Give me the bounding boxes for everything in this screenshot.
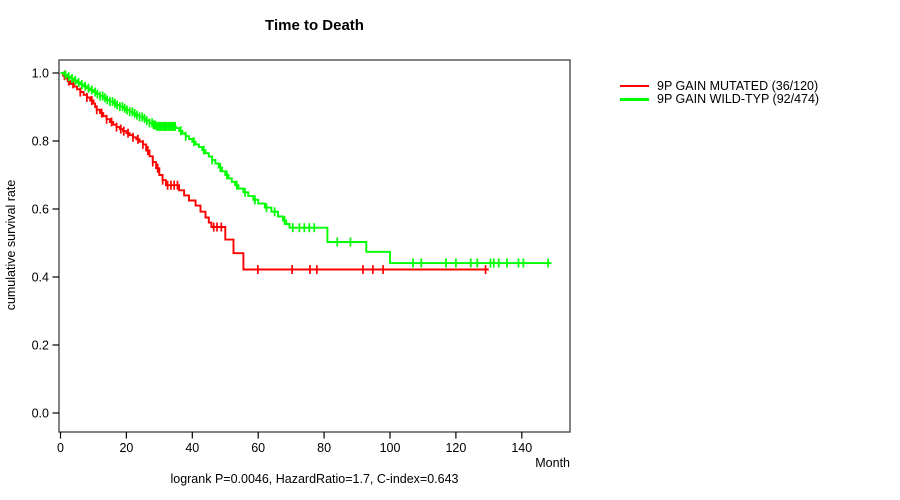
x-tick-label: 140 [511,441,532,455]
x-tick-label: 60 [251,441,265,455]
x-tick-label: 40 [185,441,199,455]
legend-row: 9P GAIN WILD-TYP (92/474) [620,92,820,107]
page-title: Time to Death [265,17,364,34]
legend: 9P GAIN MUTATED (36/120) 9P GAIN WILD-TYP… [620,79,819,106]
x-axis-label: Month [535,456,570,470]
survival-curve-wildtype [60,72,552,265]
x-tick-label: 20 [119,441,133,455]
y-tick-label: 0.4 [32,270,49,284]
y-tick-label: 0.6 [32,202,49,216]
x-tick-label: 120 [445,441,466,455]
y-tick-label: 1.0 [32,66,49,80]
y-tick-label: 0.2 [32,338,49,352]
statistics-note: logrank P=0.0046, HazardRatio=1.7, C-ind… [170,472,459,486]
plot-border [58,59,571,433]
x-tick-label: 80 [317,441,331,455]
legend-label: 9P GAIN MUTATED (36/120) [657,78,819,93]
legend-line-swatch [620,84,649,87]
y-tick-label: 0.0 [32,406,49,420]
legend-line-swatch [620,98,649,101]
x-tick-label: 100 [380,441,401,455]
legend-row: 9P GAIN MUTATED (36/120) [620,79,819,93]
survival-curve-mutated [60,72,489,271]
legend-label: 9P GAIN WILD-TYP (92/474) [657,92,820,107]
x-tick-label: 0 [57,441,64,455]
y-tick-label: 0.8 [32,134,49,148]
